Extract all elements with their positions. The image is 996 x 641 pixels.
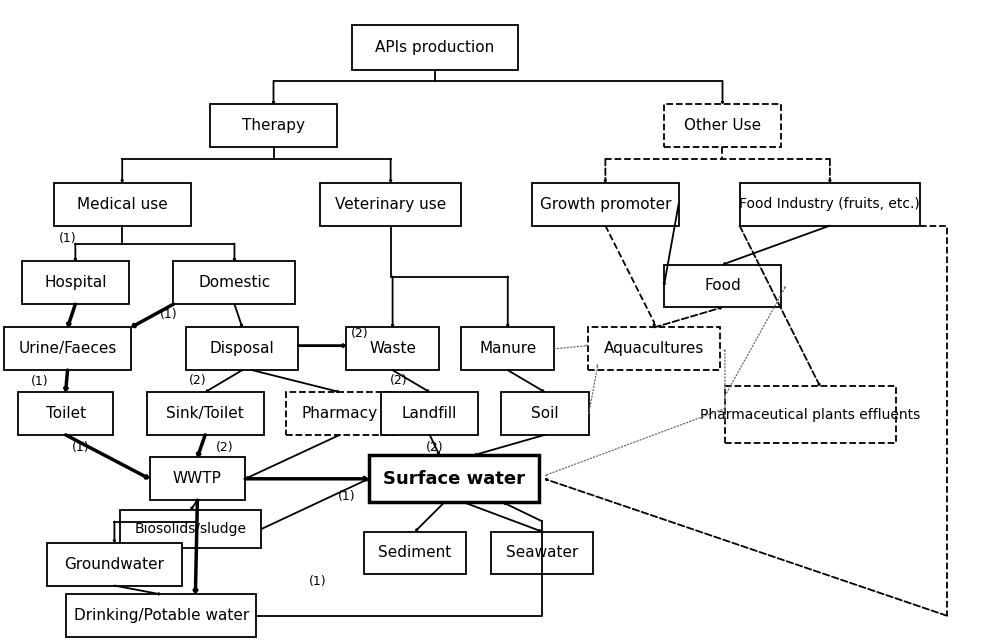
Text: Hospital: Hospital — [44, 275, 107, 290]
Text: Groundwater: Groundwater — [65, 557, 164, 572]
Bar — [369, 455, 540, 503]
Bar — [66, 594, 256, 637]
Text: Medical use: Medical use — [77, 197, 167, 212]
Bar — [664, 104, 781, 147]
Text: Pharmacy: Pharmacy — [302, 406, 377, 421]
Bar — [725, 387, 895, 443]
Bar — [146, 392, 264, 435]
Text: Food Industry (fruits, etc.): Food Industry (fruits, etc.) — [739, 197, 920, 212]
Bar — [347, 328, 439, 370]
Bar — [47, 543, 181, 586]
Text: Therapy: Therapy — [242, 118, 305, 133]
Text: Biosolids/sludge: Biosolids/sludge — [134, 522, 247, 536]
Bar — [320, 183, 461, 226]
Bar — [364, 531, 466, 574]
Text: Toilet: Toilet — [46, 406, 86, 421]
Bar — [461, 328, 554, 370]
Bar — [380, 392, 478, 435]
Text: (2): (2) — [188, 374, 206, 387]
Text: (2): (2) — [389, 374, 407, 387]
Text: Sediment: Sediment — [378, 545, 451, 560]
Text: Manure: Manure — [479, 341, 537, 356]
Bar — [210, 104, 337, 147]
Bar — [286, 392, 393, 435]
Text: Sink/Toilet: Sink/Toilet — [166, 406, 244, 421]
Bar — [352, 24, 518, 70]
Text: Pharmaceutical plants effluents: Pharmaceutical plants effluents — [700, 408, 920, 422]
Text: Urine/Faeces: Urine/Faeces — [18, 341, 117, 356]
Bar — [740, 183, 920, 226]
Bar — [120, 510, 261, 548]
Bar — [54, 183, 190, 226]
Text: (2): (2) — [216, 441, 233, 454]
Bar — [18, 392, 114, 435]
Bar — [186, 328, 299, 370]
Bar — [173, 262, 296, 304]
Bar — [501, 392, 589, 435]
Text: Seawater: Seawater — [506, 545, 578, 560]
Text: (1): (1) — [160, 308, 178, 320]
Text: Aquacultures: Aquacultures — [604, 341, 704, 356]
Bar — [149, 458, 245, 500]
Text: Waste: Waste — [370, 341, 416, 356]
Text: (1): (1) — [59, 232, 77, 246]
Text: Soil: Soil — [531, 406, 559, 421]
Text: Veterinary use: Veterinary use — [335, 197, 446, 212]
Bar — [4, 328, 131, 370]
Text: (1): (1) — [338, 490, 356, 503]
Text: (2): (2) — [425, 441, 443, 454]
Bar — [532, 183, 678, 226]
Text: Other Use: Other Use — [684, 118, 761, 133]
Text: Disposal: Disposal — [210, 341, 275, 356]
Text: Food: Food — [704, 278, 741, 294]
Bar — [664, 265, 781, 307]
Text: (1): (1) — [309, 575, 327, 588]
Bar — [22, 262, 129, 304]
Text: Drinking/Potable water: Drinking/Potable water — [74, 608, 249, 623]
Text: WWTP: WWTP — [173, 471, 222, 487]
Bar — [491, 531, 594, 574]
Text: (2): (2) — [351, 326, 369, 340]
Text: (1): (1) — [72, 441, 89, 454]
Text: (1): (1) — [31, 375, 48, 388]
Text: Surface water: Surface water — [383, 470, 525, 488]
Text: Landfill: Landfill — [402, 406, 457, 421]
Bar — [589, 328, 720, 370]
Text: Growth promoter: Growth promoter — [540, 197, 671, 212]
Text: Domestic: Domestic — [198, 275, 271, 290]
Text: APIs production: APIs production — [374, 40, 494, 54]
